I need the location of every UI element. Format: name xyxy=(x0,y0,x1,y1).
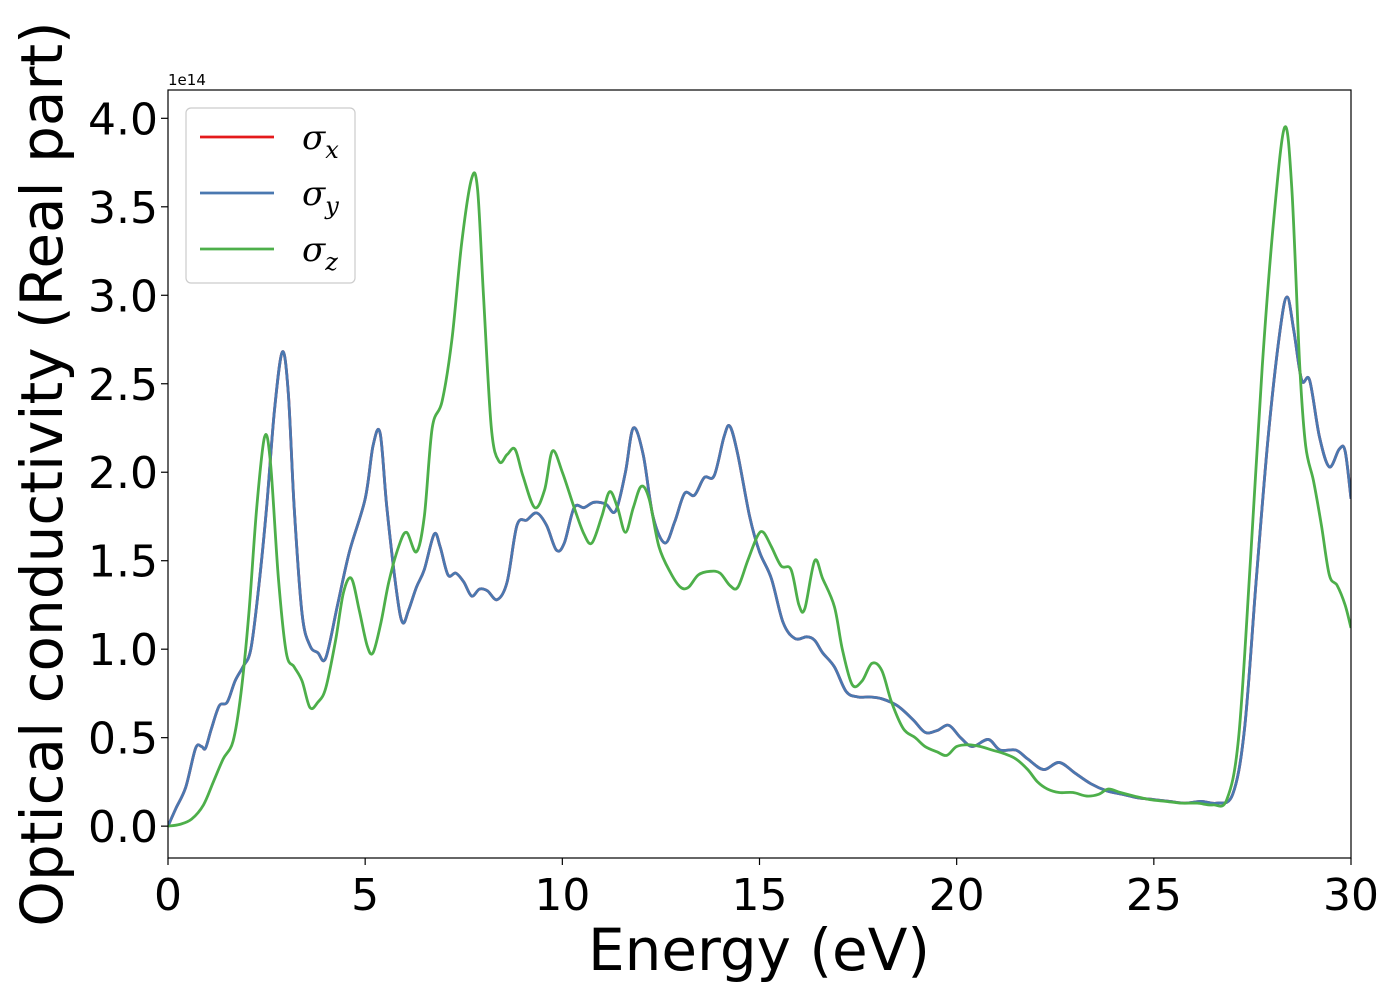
x-tick-label: 0 xyxy=(154,870,182,921)
y-tick-label: 2.5 xyxy=(88,360,158,411)
y-tick-label: 4.0 xyxy=(88,94,158,145)
x-tick-label: 15 xyxy=(732,870,788,921)
y-axis-title: Optical conductivity (Real part) xyxy=(8,21,76,926)
y-tick-label: 3.5 xyxy=(88,183,158,234)
y-tick-label: 3.0 xyxy=(88,271,158,322)
x-tick-label: 25 xyxy=(1126,870,1182,921)
y-tick-label: 1.5 xyxy=(88,537,158,588)
y-offset-label: 1e14 xyxy=(168,71,206,89)
legend-box xyxy=(185,107,356,284)
x-tick-label: 30 xyxy=(1323,870,1379,921)
y-axis: 0.0 0.5 1.0 1.5 2.0 2.5 3.0 3.5 4.0 xyxy=(88,94,168,853)
series-line-x xyxy=(168,295,1351,827)
y-tick-label: 0.0 xyxy=(88,802,158,853)
x-axis: 0 5 10 15 20 25 30 xyxy=(154,858,1379,921)
series-line-z xyxy=(168,125,1351,828)
y-tick-label: 1.0 xyxy=(88,625,158,676)
x-tick-label: 20 xyxy=(929,870,985,921)
series-layer xyxy=(168,125,1351,828)
x-tick-label: 5 xyxy=(351,870,379,921)
series-line-y xyxy=(168,295,1351,827)
x-tick-label: 10 xyxy=(534,870,590,921)
x-axis-title: Energy (eV) xyxy=(588,916,930,984)
y-tick-label: 2.0 xyxy=(88,448,158,499)
y-tick-label: 0.5 xyxy=(88,714,158,765)
